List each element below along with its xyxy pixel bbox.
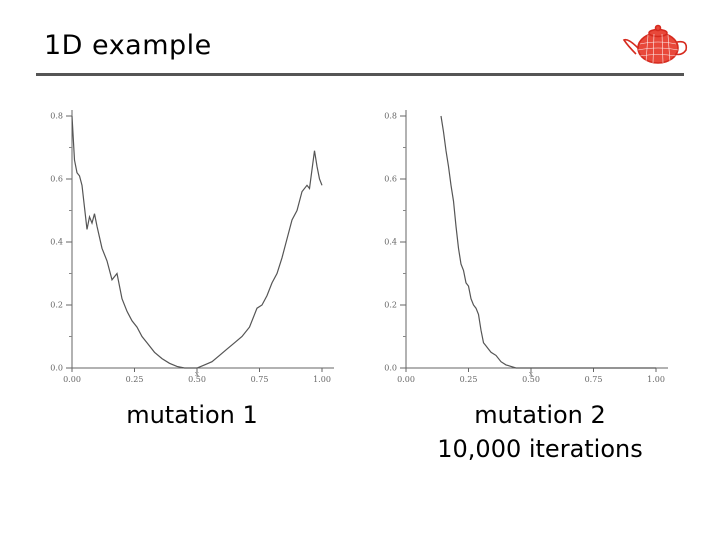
chart-mutation-2: 0.0 0.2 0.4 0.6 0.8 0.00 0.25 0.50 0.75 1.00 x: [384, 110, 668, 384]
x-tick-label: 0.25: [460, 375, 478, 384]
y-tick-label: 0.0: [384, 364, 397, 373]
teapot-icon: [622, 24, 688, 64]
y-tick-label: 0.6: [384, 175, 397, 184]
caption-mutation-2: mutation 2 10,000 iterations: [410, 398, 670, 466]
x-tick-label: 0.50: [522, 375, 540, 384]
x-tick-label: 0.50: [188, 375, 206, 384]
slide-title: 1D example: [44, 30, 212, 61]
caption-mutation-1: mutation 1: [126, 401, 258, 429]
x-axis-label: x: [529, 370, 533, 378]
y-tick-label: 0.6: [50, 175, 63, 184]
x-tick-label: 0.75: [585, 375, 603, 384]
chart-mutation-1: 0.0 0.2 0.4 0.6 0.8 0.00 0.25 0.50 0.75 1.00 x: [50, 110, 334, 384]
y-tick-label: 0.4: [50, 238, 63, 247]
x-tick-label: 0.75: [251, 375, 269, 384]
title-divider: [36, 73, 684, 76]
x-tick-label: 1.00: [313, 375, 331, 384]
caption-mutation-2-line1: mutation 2: [474, 401, 606, 429]
caption-iterations: 10,000 iterations: [437, 435, 643, 463]
y-tick-label: 0.2: [384, 301, 397, 310]
data-line: [440, 115, 656, 369]
y-tick-label: 0.0: [50, 364, 63, 373]
x-tick-label: 1.00: [647, 375, 665, 384]
y-tick-label: 0.8: [384, 112, 397, 121]
y-tick-label: 0.8: [50, 112, 63, 121]
y-tick-label: 0.4: [384, 238, 397, 247]
x-axis-label: x: [195, 370, 199, 378]
x-tick-label: 0.00: [397, 375, 415, 384]
y-tick-label: 0.2: [50, 301, 63, 310]
x-tick-label: 0.00: [63, 375, 81, 384]
data-line: [71, 115, 323, 369]
x-tick-label: 0.25: [126, 375, 144, 384]
